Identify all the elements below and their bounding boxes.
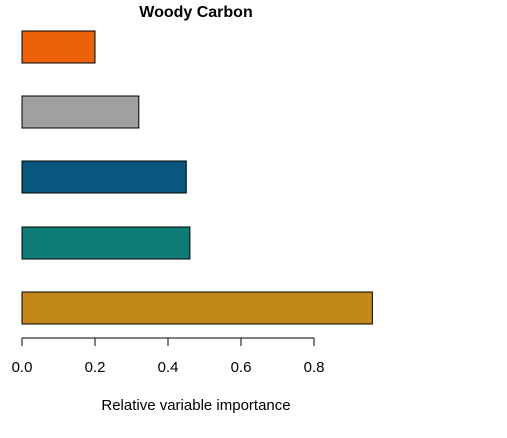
x-axis: 0.0 0.2 0.4 0.6 0.8 [12, 337, 325, 376]
x-axis-label: Relative variable importance [101, 397, 290, 414]
x-tick-label-4: 0.8 [304, 359, 325, 376]
bar-1 [21, 30, 96, 64]
bars-group [21, 30, 373, 325]
bar-2 [21, 95, 140, 129]
bar-3 [21, 160, 187, 194]
bar-5 [21, 291, 373, 325]
x-tick-label-1: 0.2 [85, 359, 106, 376]
x-tick-label-3: 0.6 [231, 359, 252, 376]
bar-4 [21, 226, 191, 260]
chart-title: Woody Carbon [139, 4, 252, 21]
x-tick-label-0: 0.0 [12, 359, 33, 376]
x-tick-label-2: 0.4 [158, 359, 179, 376]
